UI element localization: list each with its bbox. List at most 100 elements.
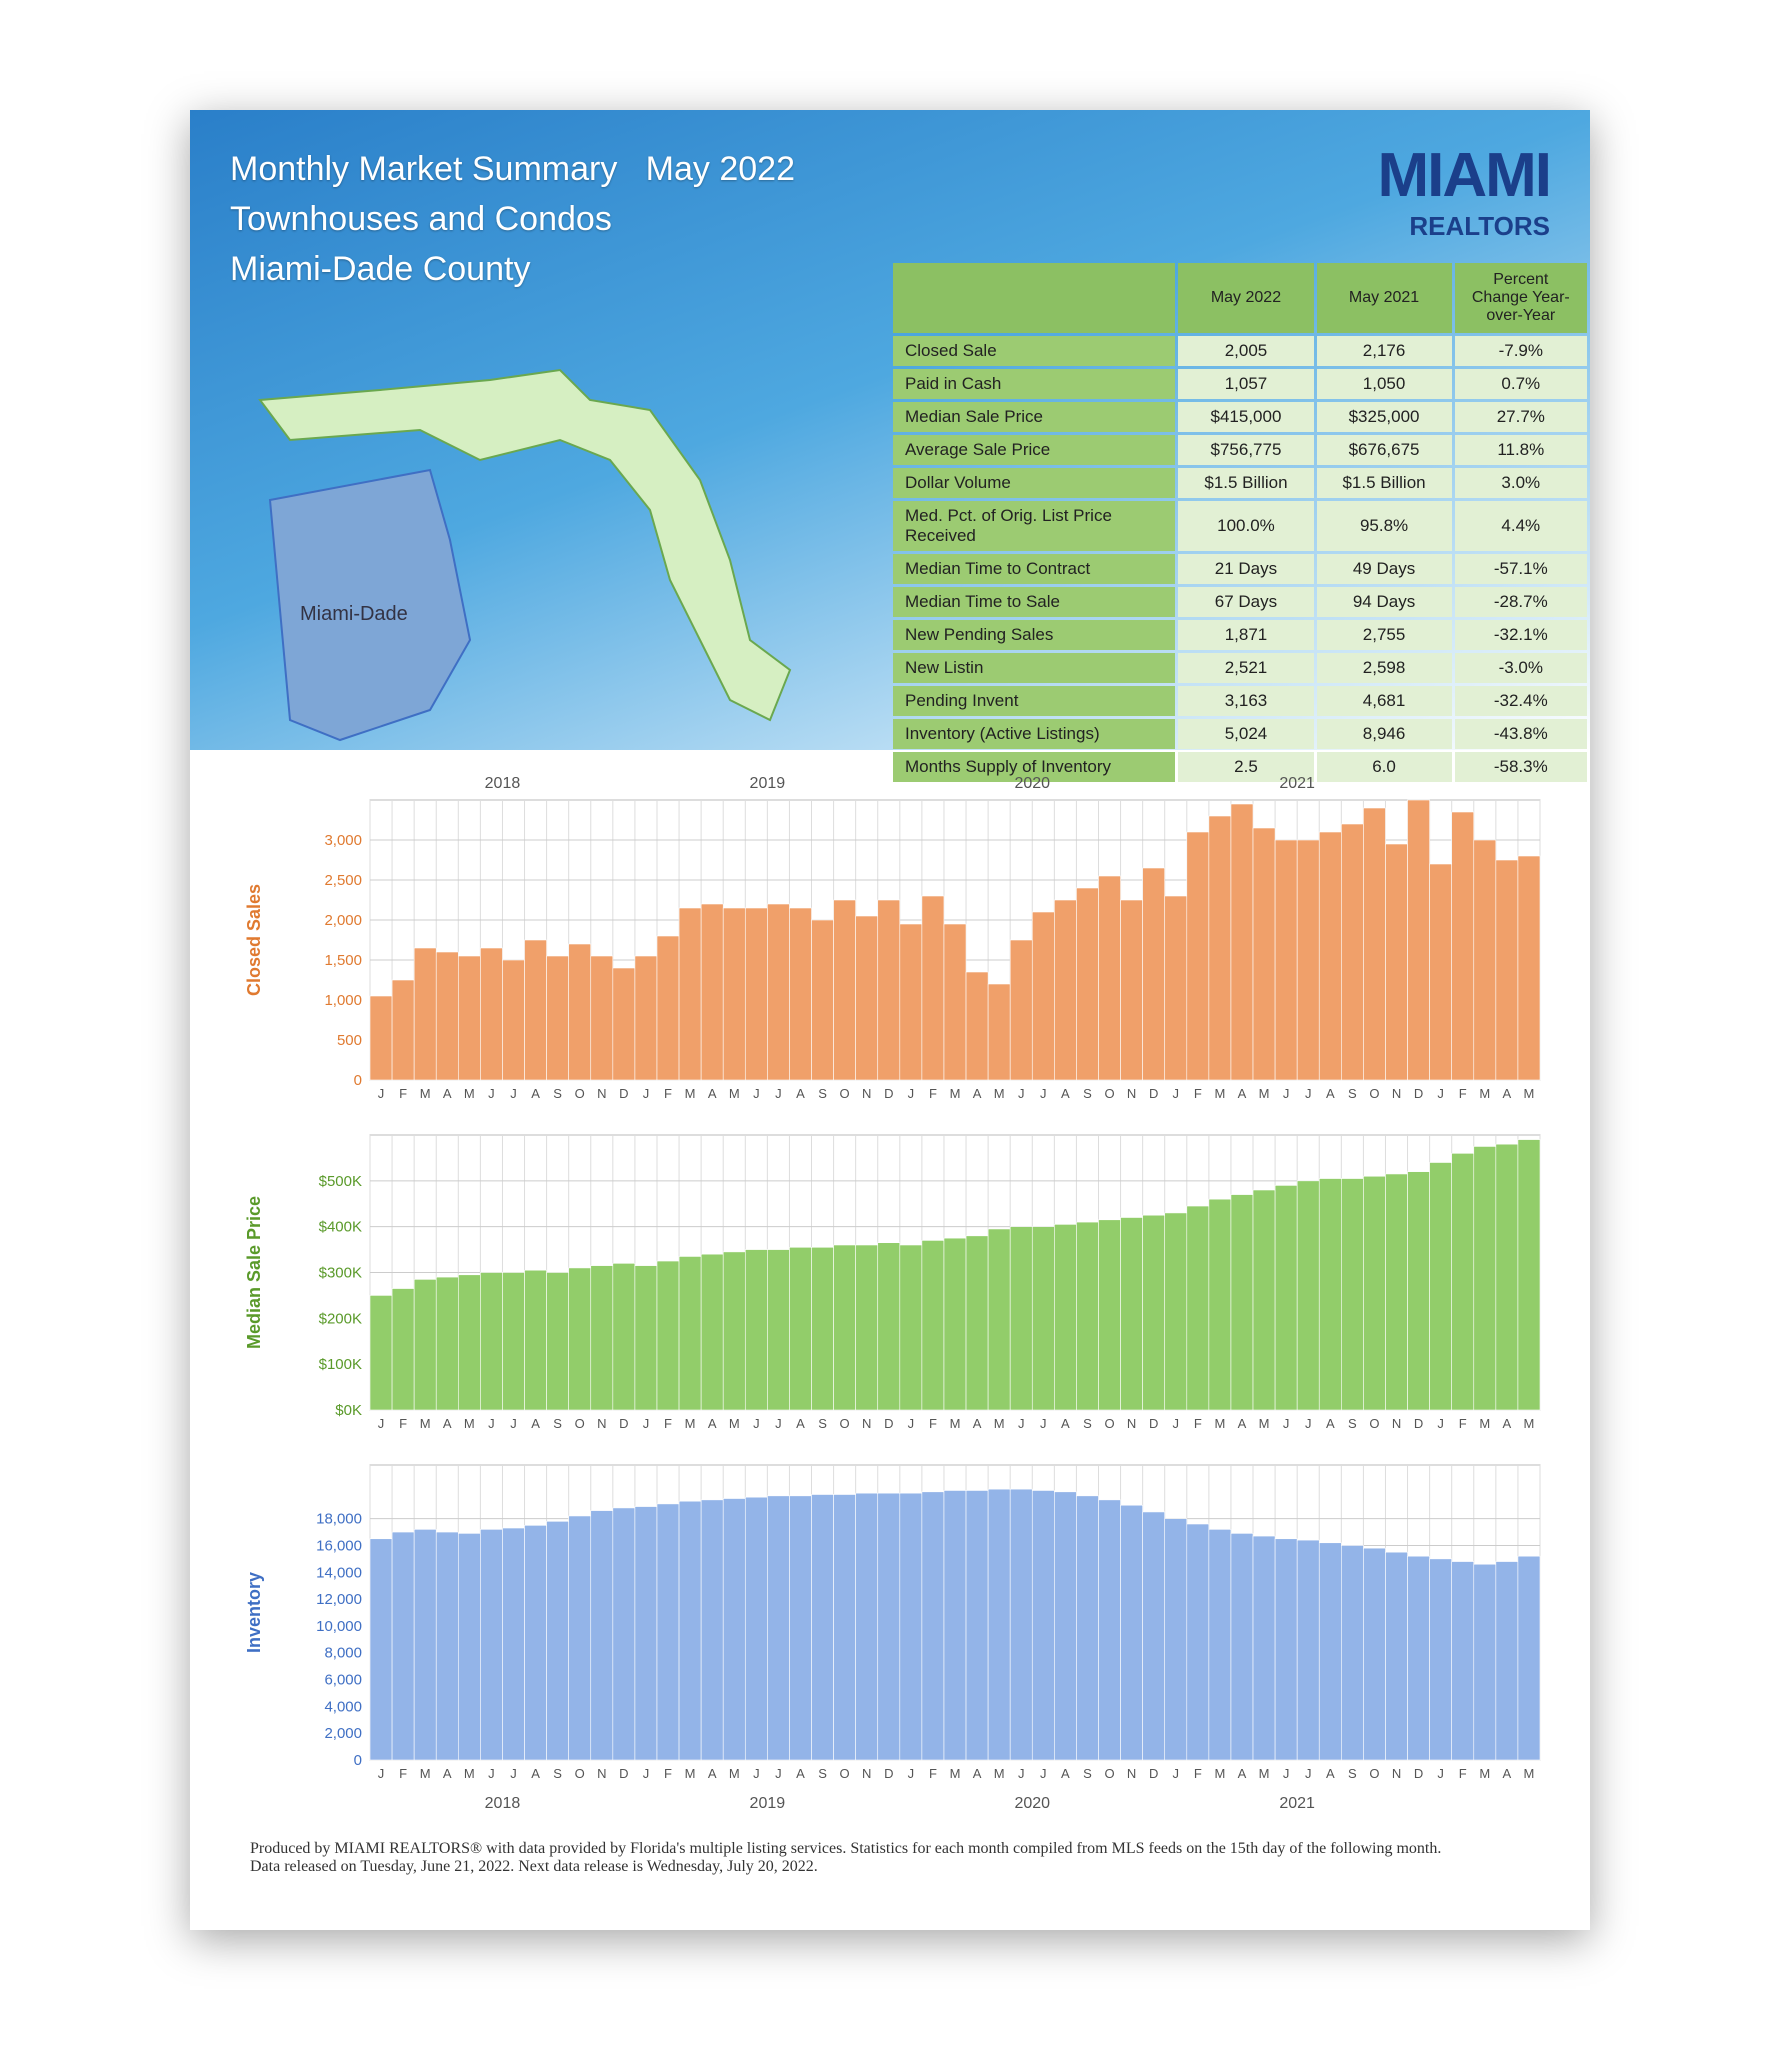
x-tick-label: J (643, 1416, 650, 1431)
cell: 94 Days (1316, 587, 1452, 617)
bar (458, 955, 481, 1081)
title-text: Monthly Market Summary (230, 150, 618, 188)
table-row: Average Sale Price $756,775 $676,675 11.8% (893, 435, 1587, 465)
bar (811, 1246, 834, 1411)
cell: -3.0% (1454, 653, 1587, 683)
x-tick-label: M (950, 1766, 961, 1781)
bar (1429, 863, 1452, 1081)
y-tick-label: $500K (319, 1173, 362, 1190)
cell: -58.3% (1454, 752, 1587, 782)
bar (722, 907, 746, 1081)
x-tick-label: D (884, 1766, 893, 1781)
y-tick-label: 500 (337, 1032, 362, 1049)
x-tick-label: M (994, 1766, 1005, 1781)
x-tick-label: F (929, 1086, 937, 1101)
row-label: New Listin (893, 653, 1176, 683)
x-tick-label: J (775, 1086, 782, 1101)
logo-tagline: REALTORS (1409, 211, 1550, 241)
x-tick-label: M (1214, 1766, 1225, 1781)
bar (1495, 1143, 1519, 1411)
bar (1429, 1162, 1452, 1411)
bar (1363, 807, 1386, 1081)
x-tick-label: J (1173, 1766, 1180, 1781)
bar (1341, 1545, 1364, 1761)
bar (1164, 895, 1188, 1081)
bar (634, 1265, 658, 1411)
table-body: Closed Sale 2,005 2,176 -7.9% Paid in Cash 1,… (893, 336, 1587, 782)
x-tick-label: N (1127, 1416, 1136, 1431)
footer-line: Data released on Tuesday, June 21, 2022.… (250, 1858, 818, 1875)
bar (1318, 831, 1342, 1081)
table-row: Median Time to Contract 21 Days 49 Days -57… (893, 554, 1587, 584)
cell: 2,598 (1316, 653, 1452, 683)
bar (1517, 1555, 1541, 1761)
cell: -7.9% (1454, 336, 1587, 366)
table-row: Inventory (Active Listings) 5,024 8,946 -43… (893, 719, 1587, 749)
table-row: New Pending Sales 1,871 2,755 -32.1% (893, 620, 1587, 650)
cell: $676,675 (1316, 435, 1452, 465)
bar (744, 907, 768, 1081)
bar (1451, 811, 1475, 1081)
x-tick-label: J (1305, 1766, 1312, 1781)
table-row: New Listin 2,521 2,598 -3.0% (893, 653, 1587, 683)
bar (855, 915, 879, 1081)
x-tick-label: A (1238, 1766, 1247, 1781)
bar (1076, 1495, 1099, 1761)
row-label: Average Sale Price (893, 435, 1176, 465)
bar (1098, 875, 1121, 1081)
table-row: Med. Pct. of Orig. List Price Received 10… (893, 501, 1587, 551)
x-tick-label: O (840, 1086, 850, 1101)
y-tick-label: 1,000 (324, 992, 362, 1009)
x-tick-label: J (753, 1766, 760, 1781)
x-tick-label: A (1061, 1416, 1070, 1431)
y-tick-label: 12,000 (316, 1591, 362, 1608)
x-tick-label: F (929, 1416, 937, 1431)
x-tick-label: M (1479, 1086, 1490, 1101)
x-tick-label: O (1104, 1086, 1114, 1101)
cell: -43.8% (1454, 719, 1587, 749)
bar (789, 1495, 812, 1761)
bar (458, 1274, 481, 1411)
x-tick-label: M (994, 1416, 1005, 1431)
bar (877, 1492, 901, 1761)
title: Monthly Market Summary May 2022 (230, 150, 795, 189)
bar (435, 1276, 459, 1411)
bar (700, 1253, 724, 1411)
x-tick-label: J (488, 1766, 495, 1781)
bar (391, 1531, 415, 1761)
x-tick-label: A (796, 1416, 805, 1431)
table-row: Median Sale Price $415,000 $325,000 27.7% (893, 402, 1587, 432)
x-tick-label: A (1503, 1086, 1512, 1101)
y-tick-label: 18,000 (316, 1511, 362, 1528)
x-tick-label: J (378, 1416, 385, 1431)
x-tick-label: J (510, 1086, 517, 1101)
y-tick-label: $0K (335, 1402, 362, 1419)
x-tick-label: M (1214, 1416, 1225, 1431)
cell: 2.5 (1178, 752, 1314, 782)
bar (590, 1265, 614, 1411)
x-tick-label: J (1437, 1086, 1444, 1101)
cell: 49 Days (1316, 554, 1452, 584)
bar (391, 1288, 415, 1411)
x-tick-label: F (399, 1086, 407, 1101)
x-tick-label: S (818, 1416, 827, 1431)
x-tick-label: M (1259, 1086, 1270, 1101)
x-tick-label: O (1369, 1086, 1379, 1101)
report-page: Monthly Market Summary May 2022 Townhous… (190, 110, 1590, 1930)
x-tick-label: O (575, 1766, 585, 1781)
column-header: Percent Change Year-over-Year (1454, 263, 1587, 333)
column-header: May 2022 (1178, 263, 1314, 333)
bar (1341, 1178, 1364, 1411)
x-tick-label: A (1238, 1416, 1247, 1431)
bar (1230, 803, 1254, 1081)
x-tick-label: M (685, 1086, 696, 1101)
x-tick-label: J (643, 1086, 650, 1101)
bar (634, 955, 658, 1081)
bar (1296, 1539, 1320, 1761)
cell: 2,176 (1316, 336, 1452, 366)
bar (1274, 1185, 1298, 1411)
x-tick-label: D (1414, 1416, 1423, 1431)
bar (369, 995, 393, 1081)
x-tick-label: J (643, 1766, 650, 1781)
bar (1318, 1178, 1342, 1411)
